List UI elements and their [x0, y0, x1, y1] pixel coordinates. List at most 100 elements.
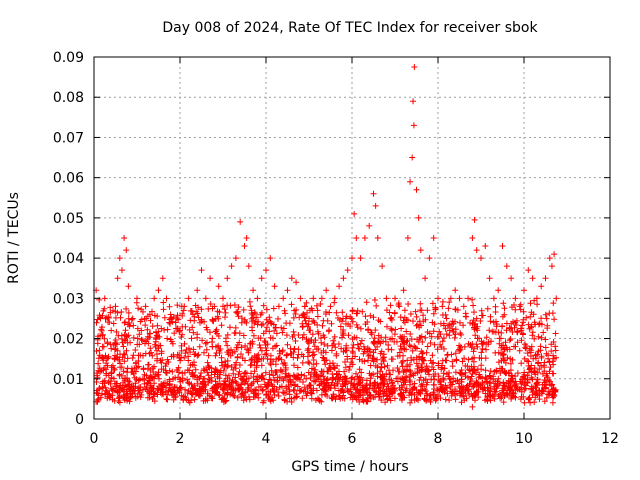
data-point — [121, 235, 128, 241]
data-point — [357, 255, 364, 262]
data-point — [301, 303, 308, 310]
data-point — [99, 383, 106, 390]
data-point — [486, 391, 493, 398]
data-point — [185, 387, 192, 394]
data-point — [215, 283, 222, 290]
data-point — [123, 247, 130, 254]
data-point — [499, 243, 506, 250]
data-point — [168, 315, 175, 322]
y-tick-label: 0.07 — [53, 130, 84, 146]
data-point — [318, 295, 325, 302]
data-point — [400, 287, 407, 294]
data-point — [383, 295, 390, 302]
data-point — [125, 283, 132, 290]
data-point — [280, 295, 287, 302]
data-point — [177, 327, 183, 334]
data-point — [372, 202, 379, 209]
data-point — [108, 327, 115, 334]
data-point — [164, 391, 171, 398]
data-point — [415, 214, 422, 221]
data-point — [314, 307, 321, 314]
data-point — [306, 315, 312, 322]
data-point — [344, 387, 351, 394]
data-point — [435, 295, 441, 302]
data-point — [548, 263, 555, 270]
data-point — [112, 303, 119, 310]
data-point — [327, 303, 334, 310]
data-point — [323, 287, 330, 294]
dense-band — [93, 295, 559, 406]
data-point — [542, 275, 549, 282]
data-point — [370, 190, 377, 197]
data-point — [447, 295, 454, 302]
data-point — [490, 295, 497, 302]
data-point — [202, 295, 209, 302]
data-point — [533, 295, 540, 302]
data-point — [344, 267, 351, 274]
data-point — [254, 295, 261, 302]
data-point — [426, 255, 433, 262]
data-point — [387, 315, 394, 322]
data-point — [138, 327, 145, 334]
data-point — [297, 387, 304, 394]
y-axis: 0 0.01 0.02 0.03 0.04 0.05 0.06 0.07 0.08 0.09 — [53, 50, 610, 428]
data-point — [310, 295, 317, 302]
data-point — [422, 275, 429, 282]
data-point — [224, 275, 231, 282]
data-point — [116, 387, 123, 394]
data-point — [456, 295, 463, 302]
data-point — [220, 295, 226, 302]
data-point — [146, 311, 153, 318]
data-point — [99, 343, 106, 350]
data-point — [194, 287, 201, 294]
data-point — [284, 287, 291, 294]
data-point — [351, 210, 358, 217]
data-point — [546, 255, 553, 262]
y-tick-label: 0 — [75, 412, 84, 428]
data-point — [478, 255, 484, 262]
data-point — [410, 122, 417, 129]
data-point — [404, 235, 411, 241]
y-tick-label: 0.09 — [53, 50, 84, 66]
y-tick-label: 0.06 — [53, 171, 84, 187]
data-point — [331, 295, 338, 302]
data-point — [228, 263, 235, 270]
data-point — [275, 303, 282, 310]
data-point — [151, 295, 158, 302]
dense-point-cloud — [93, 295, 559, 406]
x-tick-label: 10 — [515, 431, 533, 447]
data-point — [189, 311, 196, 318]
data-point — [417, 247, 424, 254]
data-point — [164, 335, 171, 342]
data-point — [267, 255, 274, 262]
data-point — [318, 391, 325, 398]
y-tick-label: 0.05 — [53, 211, 84, 227]
x-tick-label: 2 — [176, 431, 185, 447]
data-point — [336, 283, 343, 290]
data-point — [293, 279, 300, 286]
data-point — [413, 395, 420, 402]
data-point — [529, 391, 536, 398]
data-point — [114, 275, 121, 282]
data-point — [101, 295, 108, 302]
x-tick-label: 0 — [90, 431, 99, 447]
x-axis-title: GPS time / hours — [291, 459, 408, 475]
data-point — [521, 287, 527, 294]
data-point — [224, 391, 231, 398]
data-point — [237, 218, 244, 225]
chart-title: Day 008 of 2024, Rate Of TEC Index for r… — [162, 20, 538, 36]
data-point — [553, 295, 560, 302]
data-point — [271, 283, 278, 290]
data-points — [93, 64, 560, 410]
data-point — [482, 243, 489, 250]
data-point — [202, 395, 209, 402]
data-point — [469, 235, 476, 241]
data-point — [155, 287, 162, 294]
data-point — [207, 275, 214, 282]
data-point — [243, 235, 250, 241]
data-point — [512, 295, 519, 302]
data-point — [396, 303, 403, 310]
x-axis: 0 2 4 6 8 10 12 — [90, 57, 619, 447]
data-point — [138, 391, 145, 398]
y-tick-label: 0.02 — [53, 332, 84, 348]
